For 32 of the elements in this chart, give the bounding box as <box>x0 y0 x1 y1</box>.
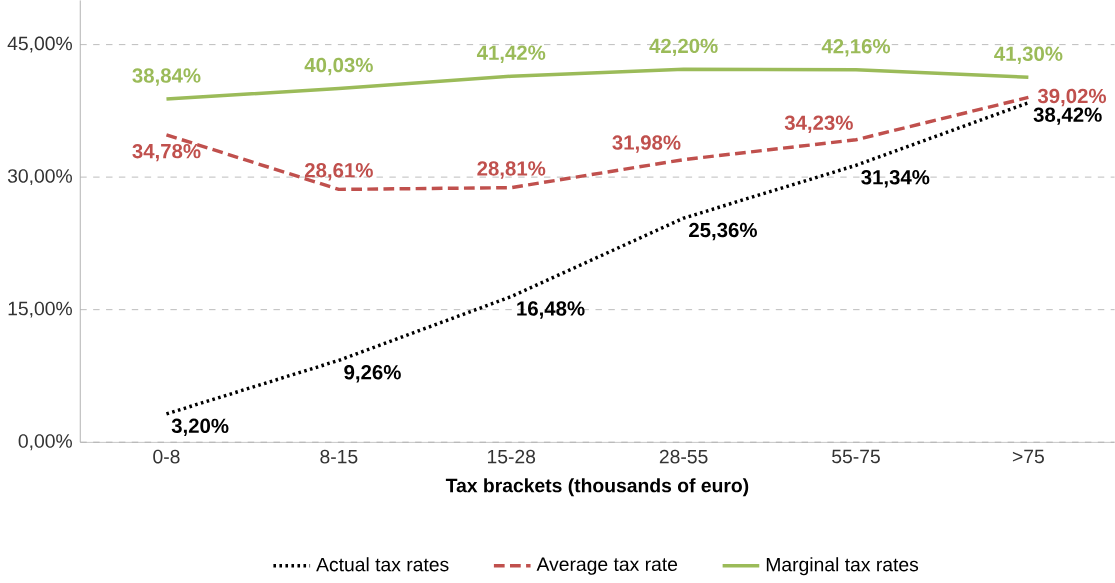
data-label: 25,36% <box>689 222 757 241</box>
data-label: 31,98% <box>612 135 681 153</box>
data-label: 41,30% <box>994 46 1063 64</box>
data-label: 38,84% <box>132 68 201 86</box>
data-label: 9,26% <box>344 365 401 383</box>
y-tick-label: 45,00% <box>7 36 72 53</box>
y-tick-label: 0,00% <box>18 434 72 451</box>
legend-label: Marginal tax rates <box>766 557 919 576</box>
x-tick-label: 15-28 <box>488 449 536 464</box>
x-tick-label: >75 <box>1012 449 1044 464</box>
data-label: 38,42% <box>1033 107 1102 125</box>
data-label: 34,78% <box>132 143 201 162</box>
data-label: 39,02% <box>1037 88 1107 107</box>
y-tick-label: 30,00% <box>7 169 72 186</box>
data-label: 41,42% <box>476 45 546 63</box>
x-tick-label: 28-55 <box>659 449 708 464</box>
data-label: 42,16% <box>821 38 891 57</box>
data-label: 3,20% <box>171 418 229 437</box>
x-tick-label: 55-75 <box>832 449 880 464</box>
data-label: 42,20% <box>649 38 718 57</box>
data-label: 28,81% <box>477 161 546 179</box>
x-axis-title: Tax brackets (thousands of euro) <box>445 478 749 497</box>
legend-label: Actual tax rates <box>316 557 449 572</box>
y-tick-label: 15,00% <box>8 301 72 318</box>
data-label: 40,03% <box>304 57 373 76</box>
x-tick-label: 8-15 <box>320 449 358 464</box>
data-label: 16,48% <box>517 301 585 319</box>
data-label: 28,61% <box>304 162 373 181</box>
data-label: 31,34% <box>861 170 930 188</box>
data-label: 34,23% <box>784 115 853 133</box>
x-tick-label: 0-8 <box>153 449 180 464</box>
legend-label: Average tax rate <box>536 557 678 575</box>
